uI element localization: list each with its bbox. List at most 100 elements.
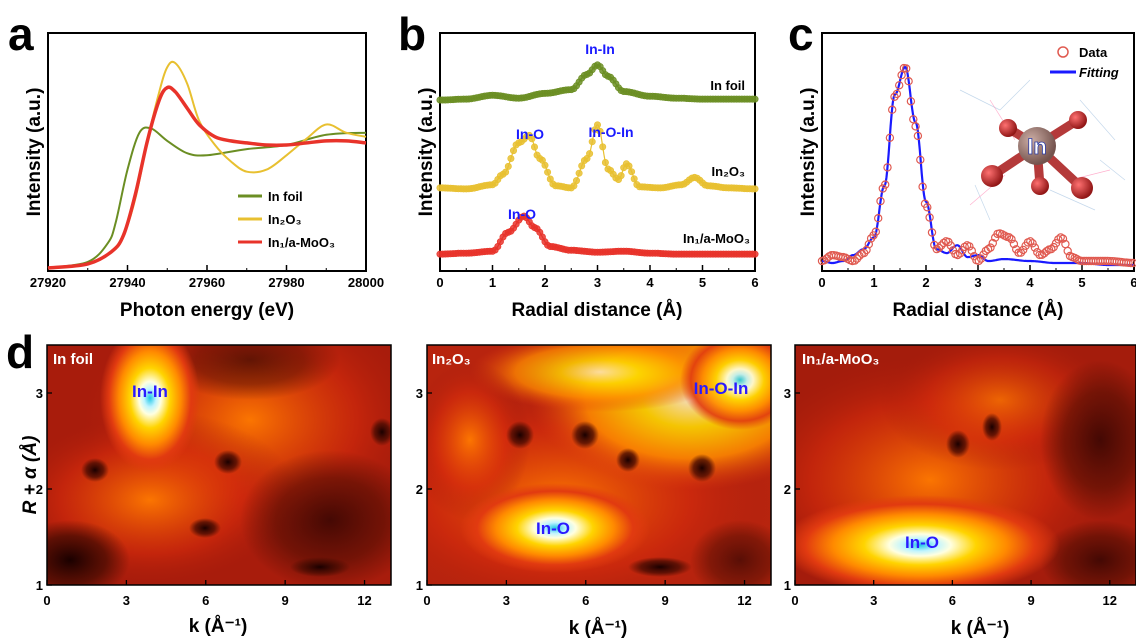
peak-in-o-single <box>795 495 1060 585</box>
data-point <box>892 89 902 99</box>
x-tick-label: 6 <box>582 593 589 608</box>
x-tick-label: 27960 <box>189 275 225 290</box>
data-point <box>881 180 890 189</box>
series-point <box>751 250 759 258</box>
data-point <box>1007 234 1016 244</box>
map2-annotation-in-o-in: In-O-In <box>694 379 749 398</box>
oxygen-atom-icon <box>999 119 1017 137</box>
x-tick-label: 3 <box>123 593 130 608</box>
y-tick-label: 3 <box>784 386 791 401</box>
y-tick-label: 3 <box>36 386 43 401</box>
panel-b-label-in-foil: In foil <box>710 78 745 93</box>
panel-a-x-ticks: 27920 27940 27960 27980 28000 <box>30 265 384 290</box>
panel-b-ft-exafs-chart: 0 1 2 3 4 5 6 Radial distance (Å) Intensity (a… <box>416 32 759 321</box>
x-tick-label: 27940 <box>109 275 145 290</box>
x-tick-label: 9 <box>662 593 669 608</box>
panel-label-d: d <box>6 326 34 378</box>
data-point <box>1026 237 1035 246</box>
series-point <box>544 168 552 176</box>
x-tick-label: 4 <box>1026 275 1034 290</box>
x-tick-label: 1 <box>870 275 877 290</box>
series-point <box>628 168 636 176</box>
series-point <box>630 175 638 183</box>
x-tick-label: 2 <box>922 275 929 290</box>
panel-a-ylabel: Intensity (a.u.) <box>24 88 45 217</box>
data-point <box>1016 248 1026 257</box>
data-point <box>1005 233 1014 242</box>
series-point <box>575 169 583 177</box>
x-tick-label: 6 <box>202 593 209 608</box>
x-tick-label: 3 <box>974 275 981 290</box>
y-tick-label: 3 <box>416 386 423 401</box>
data-point <box>911 122 920 131</box>
data-point <box>939 238 948 248</box>
x-tick-label: 3 <box>503 593 510 608</box>
panel-b-x-ticks: 0 1 2 3 4 5 6 <box>436 265 759 290</box>
data-point <box>895 81 904 90</box>
data-point <box>906 97 916 106</box>
data-point <box>953 250 962 260</box>
map1-annotation-in-in: In-In <box>132 382 168 401</box>
data-point <box>1019 245 1028 255</box>
series-point <box>599 143 607 151</box>
series-point <box>541 161 549 169</box>
x-tick-label: 3 <box>594 275 601 290</box>
y-tick-label: 1 <box>416 578 423 593</box>
panel-b-series <box>436 61 759 258</box>
x-tick-label: 9 <box>282 593 289 608</box>
x-tick-label: 28000 <box>348 275 384 290</box>
panel-a-series <box>47 60 367 270</box>
panel-d-ylabel: R + α (Å) <box>20 436 41 515</box>
data-point <box>937 241 946 250</box>
y-tick-label: 2 <box>784 482 791 497</box>
legend-marker-data <box>1057 46 1069 58</box>
inset-atom-label: In <box>1027 134 1047 159</box>
data-point <box>927 228 937 237</box>
x-tick-label: 27920 <box>30 275 66 290</box>
map2-annotation-in-o: In-O <box>536 519 570 538</box>
data-point <box>885 133 895 142</box>
x-tick-label: 5 <box>699 275 706 290</box>
panel-label-c: c <box>788 8 814 60</box>
x-tick-label: 6 <box>949 593 956 608</box>
map2-title: In₂O₃ <box>432 351 471 368</box>
x-tick-label: 3 <box>870 593 877 608</box>
data-point <box>1035 250 1044 260</box>
annotation-in-o-b2: In-O <box>508 206 536 222</box>
x-tick-label: 9 <box>1027 593 1034 608</box>
x-tick-label: 6 <box>1130 275 1136 290</box>
y-tick-label: 2 <box>36 482 43 497</box>
oxygen-atom-icon <box>1031 177 1049 195</box>
data-point <box>965 242 974 251</box>
series-point <box>593 121 601 129</box>
data-point <box>1014 248 1023 257</box>
data-point <box>876 196 885 206</box>
series-point <box>596 127 604 135</box>
data-point <box>883 163 892 172</box>
map3-title: In₁/a-MoO₃ <box>802 351 879 368</box>
data-point <box>1047 244 1056 254</box>
x-tick-label: 12 <box>357 593 371 608</box>
y-tick-label: 1 <box>784 578 791 593</box>
data-point <box>1129 258 1136 268</box>
legend-label-in1: In₁/a-MoO₃ <box>268 235 335 250</box>
data-point <box>850 256 860 265</box>
data-point <box>913 131 923 141</box>
data-point <box>1042 246 1051 256</box>
data-point <box>934 243 944 253</box>
x-tick-label: 0 <box>791 593 798 608</box>
data-point <box>1030 243 1040 252</box>
x-tick-label: 4 <box>646 275 654 290</box>
data-point <box>925 213 934 222</box>
series-point <box>751 185 759 193</box>
data-point <box>923 203 932 212</box>
data-point <box>1028 239 1037 248</box>
series-point <box>751 95 759 103</box>
panel-c-series <box>817 63 1136 268</box>
panel-b-xlabel: Radial distance (Å) <box>511 300 682 321</box>
panel-label-a: a <box>8 8 34 60</box>
